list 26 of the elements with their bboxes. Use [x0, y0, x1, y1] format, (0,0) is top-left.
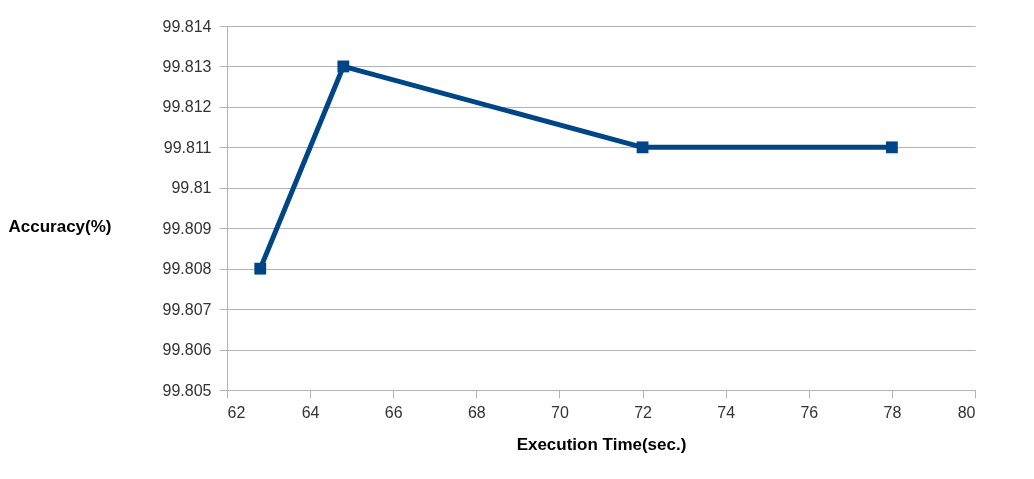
- y-tick-label: 99.806: [162, 341, 212, 359]
- point: [337, 60, 350, 73]
- y-axis-title: Accuracy(%): [8, 216, 112, 236]
- y-tick-label: 99.814: [162, 17, 212, 35]
- x-tick-label: 64: [301, 403, 320, 421]
- x-tick-label: 62: [227, 403, 246, 421]
- x-tick-label: 78: [883, 403, 902, 421]
- x-tick-label: 68: [467, 403, 486, 421]
- x-tick-label: 76: [800, 403, 819, 421]
- x-tick-label: 80: [957, 403, 976, 421]
- x-tick-label: 74: [717, 403, 736, 421]
- y-tick-label: 99.807: [162, 300, 212, 318]
- y-tick-label: 99.81: [171, 179, 212, 197]
- y-tick-label: 99.812: [162, 98, 212, 116]
- x-tick-label: 66: [384, 403, 403, 421]
- point: [254, 262, 267, 275]
- point: [636, 141, 649, 154]
- y-tick-label: 99.809: [162, 219, 212, 237]
- y-tick-label: 99.805: [162, 381, 212, 399]
- y-tick-label: 99.811: [163, 138, 212, 156]
- y-tick-label: 99.808: [162, 260, 212, 278]
- point: [885, 141, 898, 154]
- x-axis-title: Execution Time(sec.): [516, 434, 687, 454]
- x-tick-label: 72: [634, 403, 653, 421]
- y-tick-label: 99.813: [162, 57, 212, 75]
- x-tick-label: 70: [551, 403, 569, 421]
